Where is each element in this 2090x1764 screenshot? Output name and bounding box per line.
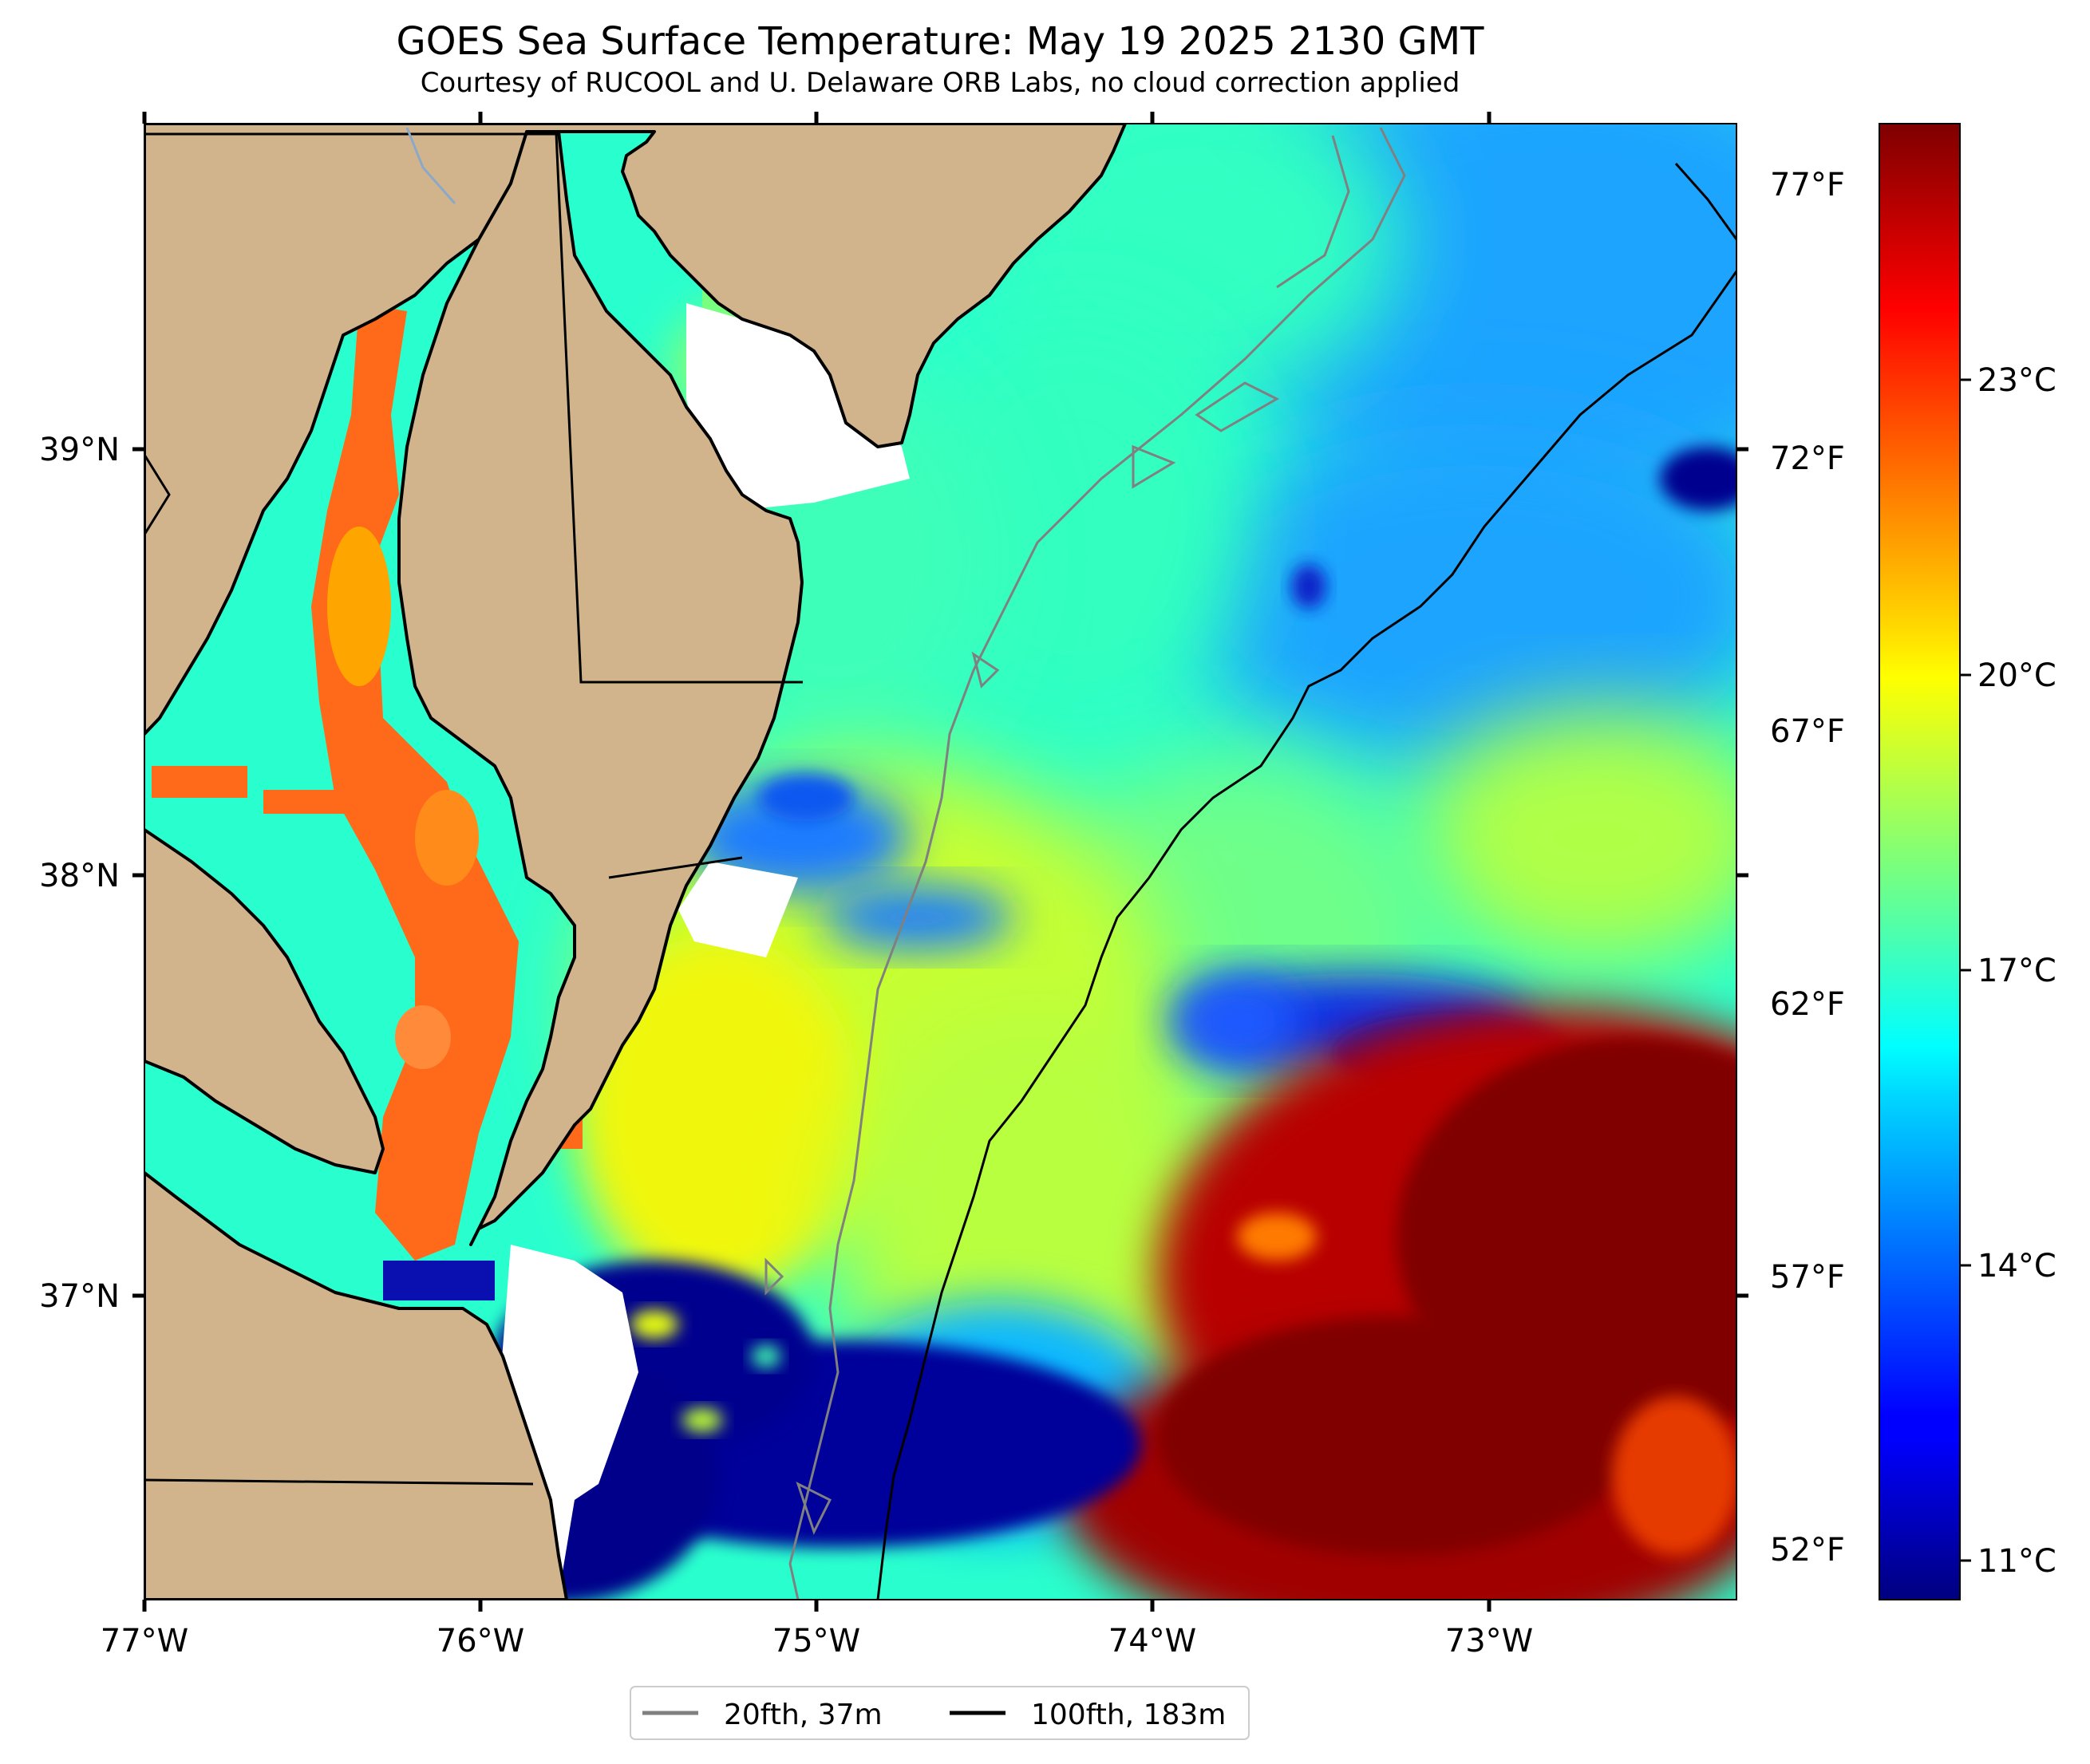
lat-tick-label-38n: 38°N <box>39 858 120 894</box>
lon-axis <box>142 112 1491 1612</box>
land-western-shore <box>144 828 385 1174</box>
legend-label-20fth: 20fth, 37m <box>724 1699 883 1731</box>
lon-tick-label-73w: 73°W <box>1445 1623 1533 1659</box>
legend-box <box>630 1686 1250 1740</box>
map-frame <box>144 123 1737 1600</box>
land-delmarva-peninsula <box>397 130 804 1246</box>
celsius-tick-20: 20°C <box>1977 657 2056 694</box>
lon-tick-label-74w: 74°W <box>1108 1623 1196 1659</box>
fahrenheit-tick-77: 77°F <box>1770 167 1845 203</box>
lat-tick-label-39n: 39°N <box>39 432 120 468</box>
fahrenheit-tick-52: 52°F <box>1770 1532 1845 1569</box>
land-virginia-south <box>144 1171 568 1600</box>
land <box>144 124 1127 1600</box>
lat-axis <box>132 447 1748 1298</box>
figure-title: GOES Sea Surface Temperature: May 19 202… <box>397 19 1485 64</box>
river-line <box>405 127 456 204</box>
state-borders <box>144 132 803 1486</box>
figure-subtitle: Courtesy of RUCOOL and U. Delaware ORB L… <box>421 67 1460 99</box>
celsius-tick-11: 11°C <box>1977 1543 2056 1580</box>
legend-label-100fth: 100fth, 183m <box>1031 1699 1226 1731</box>
lon-tick-label-77w: 77°W <box>101 1623 188 1659</box>
legend: 20fth, 37m 100fth, 183m <box>630 1686 1250 1740</box>
lon-tick-label-75w: 75°W <box>772 1623 860 1659</box>
celsius-tick-17: 17°C <box>1977 953 2056 989</box>
land-delmarva-nj <box>144 124 1127 736</box>
isobath-100fth <box>876 163 1736 1600</box>
fahrenheit-tick-67: 67°F <box>1770 713 1845 750</box>
fahrenheit-tick-62: 62°F <box>1770 986 1845 1023</box>
lon-tick-label-76w: 76°W <box>437 1623 524 1659</box>
fahrenheit-tick-57: 57°F <box>1770 1259 1845 1296</box>
lat-tick-label-37n: 37°N <box>39 1278 120 1315</box>
fahrenheit-tick-72: 72°F <box>1770 440 1845 477</box>
colorbar-gradient <box>1879 123 1961 1600</box>
map-panel <box>144 124 1736 1600</box>
celsius-tick-14: 14°C <box>1977 1248 2056 1285</box>
celsius-tick-23: 23°C <box>1977 362 2056 399</box>
colorbar: 23°C 20°C 17°C 14°C 11°C <box>1879 123 2056 1600</box>
isobath-20fth <box>764 127 1406 1600</box>
